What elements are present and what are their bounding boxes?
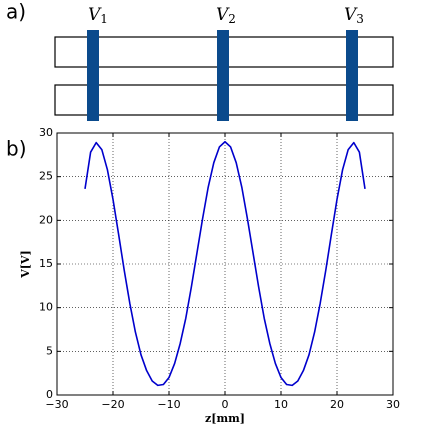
electrode-label: V3 xyxy=(344,5,364,26)
x-tick-label: −30 xyxy=(45,398,68,411)
y-tick-label: 20 xyxy=(39,213,53,226)
x-tick-label: 10 xyxy=(274,398,288,411)
panel-label: a) xyxy=(6,0,26,24)
y-tick-label: 10 xyxy=(39,301,53,314)
x-tick-label: 0 xyxy=(222,398,229,411)
y-tick-label: 0 xyxy=(46,388,53,401)
x-tick-label: −10 xyxy=(157,398,180,411)
y-tick-label: 30 xyxy=(39,126,53,139)
x-tick-label: −20 xyxy=(101,398,124,411)
y-tick-label: 15 xyxy=(39,257,53,270)
electrode xyxy=(217,30,229,121)
electrode-label: V1 xyxy=(88,5,108,26)
electrode xyxy=(87,30,99,121)
y-axis-label: V[V] xyxy=(19,250,32,278)
panel-label: b) xyxy=(6,137,27,161)
y-tick-label: 25 xyxy=(39,170,53,183)
electrode xyxy=(346,30,358,121)
electrode-label: V2 xyxy=(216,5,236,26)
x-tick-label: 20 xyxy=(330,398,344,411)
x-axis-label: z[mm] xyxy=(205,412,245,425)
x-tick-label: 30 xyxy=(386,398,400,411)
line-series xyxy=(84,140,366,387)
y-tick-label: 5 xyxy=(46,344,53,357)
